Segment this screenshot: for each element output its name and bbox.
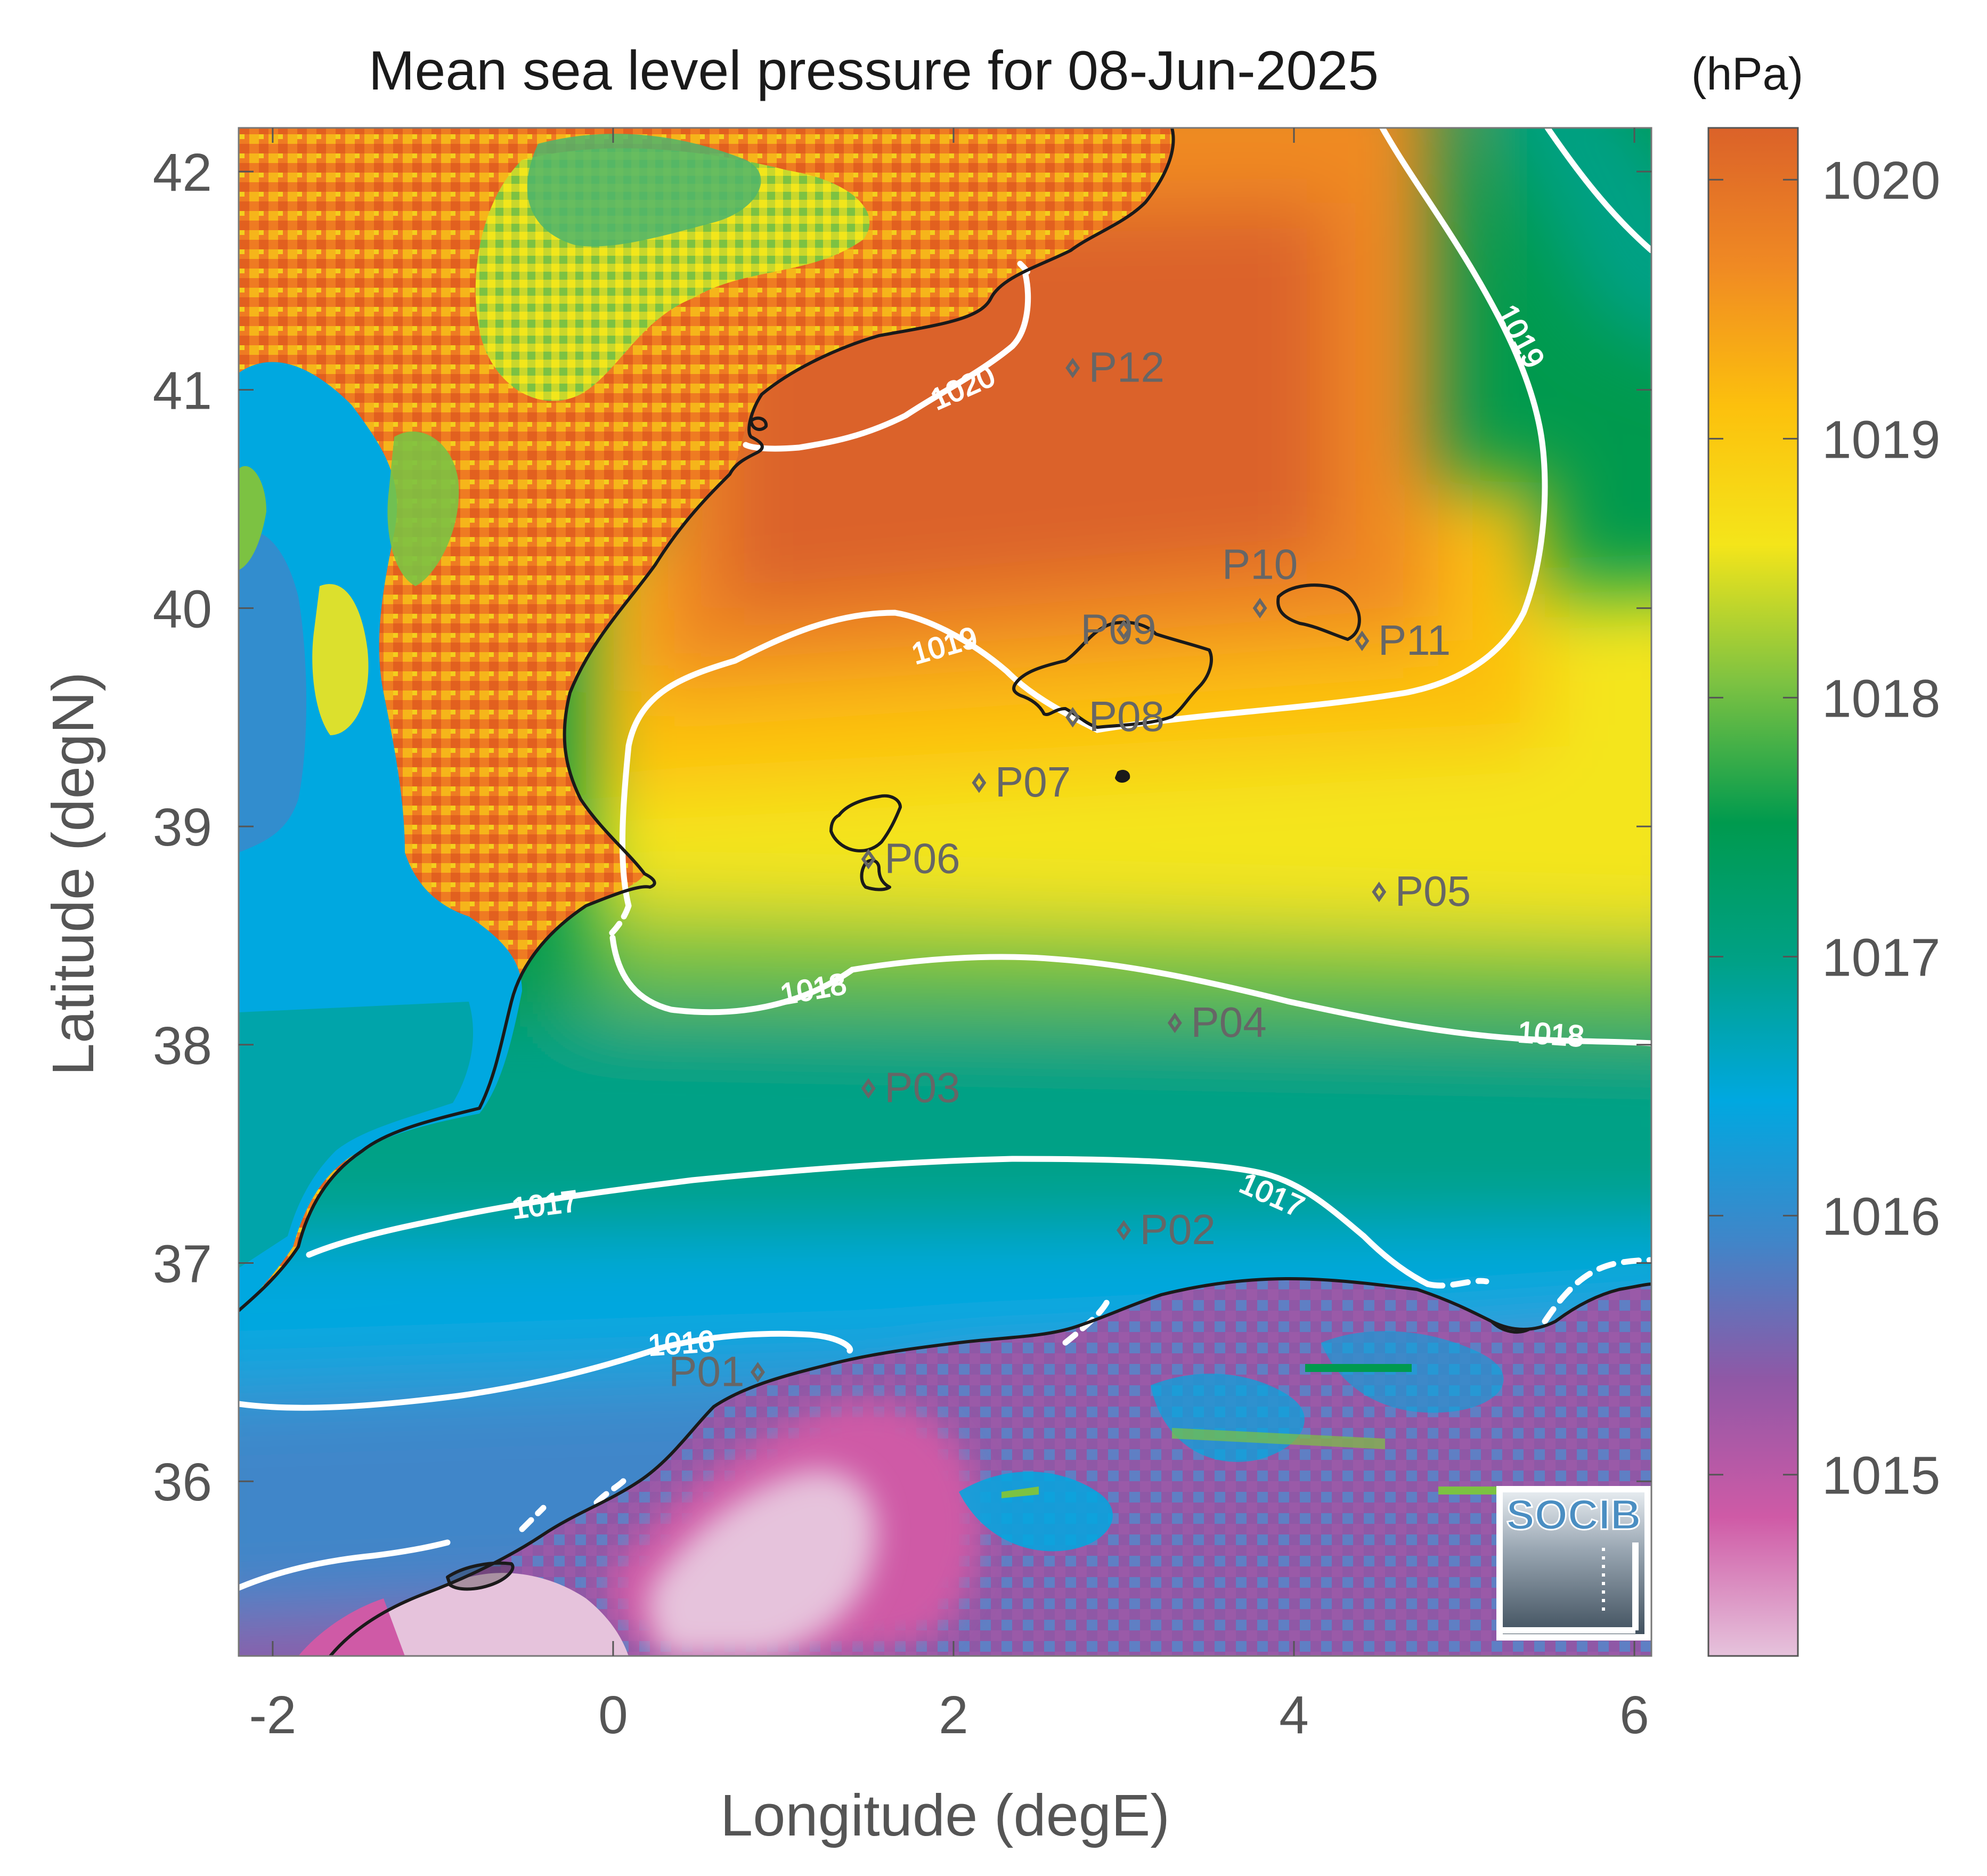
station-label: P05 [1395, 867, 1471, 915]
x-axis: -2 0 2 4 6 [249, 128, 1649, 1745]
pressure-field: 1020 1019 1019 1018 1018 1017 1017 1016 … [239, 128, 1651, 1656]
station-marker: P10 [1222, 540, 1298, 619]
station-marker: P02 [1117, 1206, 1216, 1253]
socib-logo: SOCIB [1496, 1486, 1651, 1641]
station-label: P09 [1080, 605, 1156, 653]
station-marker: P03 [861, 1064, 960, 1111]
station-diamond-icon [861, 1078, 876, 1099]
station-label: P03 [884, 1064, 960, 1111]
isobar-1017-dash [1424, 1257, 1651, 1325]
isobar-1019-dash [604, 903, 632, 941]
x-tick-label: 6 [1619, 1685, 1649, 1745]
y-tick-label: 41 [153, 361, 212, 421]
station-diamond-icon [1167, 1012, 1182, 1034]
station-diamond-icon [1065, 358, 1080, 378]
stations-layer: P01 P02 P03 P04 P05 P06 P07 P08 P09 P10 P11 P12 [669, 344, 1471, 1395]
isobar-1020 [743, 271, 1031, 452]
colorbar-ticks: 1020 1019 1018 1017 1016 1015 [1708, 151, 1940, 1506]
colorbar-tick-label: 1020 [1822, 151, 1940, 210]
x-tick-label: 2 [939, 1685, 968, 1745]
colorbar-tick-label: 1016 [1822, 1187, 1940, 1247]
y-tick-label: 40 [153, 579, 212, 639]
y-axis-label: Latitude (degN) [40, 672, 106, 1076]
station-diamond-icon [861, 849, 876, 870]
station-label: P07 [995, 758, 1071, 806]
x-tick-label: 0 [598, 1685, 628, 1745]
isobar-1017 [306, 1156, 1431, 1287]
station-label: P01 [669, 1347, 744, 1395]
station-label: P04 [1191, 998, 1266, 1046]
isobar-north-right [1544, 128, 1651, 254]
map-title: Mean sea level pressure for 08-Jun-2025 [369, 40, 1379, 102]
station-marker: P06 [861, 835, 960, 882]
station-label: P02 [1139, 1206, 1215, 1253]
x-tick-label: -2 [249, 1685, 296, 1745]
colorbar-tick-label: 1019 [1822, 410, 1940, 469]
station-label: P06 [884, 835, 960, 882]
colorbar-tick-label: 1017 [1822, 928, 1940, 988]
y-tick-label: 36 [153, 1452, 212, 1512]
colorbar-unit: (hPa) [1691, 48, 1803, 100]
isobar-1018 [609, 935, 1651, 1046]
station-label: P10 [1222, 540, 1298, 588]
station-diamond-icon [1065, 706, 1080, 728]
isobar-contours [239, 128, 1651, 1591]
isobar-1015 [239, 1539, 451, 1591]
colorbar-tick-label: 1015 [1822, 1446, 1940, 1506]
isobar-1016 [239, 1330, 853, 1411]
colorbar-gradient [1707, 127, 1799, 1657]
x-axis-label: Longitude (degE) [720, 1783, 1170, 1848]
socib-logo-text: SOCIB [1506, 1491, 1641, 1538]
isobar-1016-dash [519, 1297, 1111, 1532]
x-tick-label: 4 [1279, 1685, 1309, 1745]
station-diamond-icon [972, 772, 987, 793]
iberia-land [239, 128, 1174, 1311]
y-axis: 42 41 40 39 38 37 36 [153, 143, 1651, 1512]
plot-frame [238, 127, 1652, 1657]
y-tick-label: 39 [153, 798, 212, 857]
station-diamond-icon [1252, 598, 1267, 619]
station-diamond-icon [1117, 620, 1131, 640]
station-marker: P09 [1080, 605, 1156, 653]
isobar-label: 1016 [647, 1324, 715, 1362]
station-marker: P07 [972, 758, 1071, 806]
station-marker: P04 [1167, 998, 1267, 1046]
station-marker: P11 [1355, 616, 1451, 664]
coastline [239, 128, 1651, 1656]
y-tick-label: 38 [153, 1016, 212, 1076]
station-marker: P12 [1065, 344, 1164, 391]
station-marker: P08 [1065, 693, 1164, 740]
colorbar: (hPa) 1020 1019 1018 1017 1016 1015 [1691, 48, 1940, 1657]
station-label: P12 [1089, 344, 1164, 391]
station-diamond-icon [1117, 1220, 1131, 1241]
station-marker: P05 [1372, 867, 1471, 915]
station-label: P08 [1089, 693, 1164, 740]
y-tick-label: 37 [153, 1235, 212, 1294]
isobar-1019-main [619, 128, 1548, 909]
station-diamond-icon [1372, 881, 1387, 903]
isobar-label: 1018 [1517, 1015, 1585, 1053]
station-diamond-icon [751, 1362, 765, 1383]
isobar-label: 1017 [510, 1184, 580, 1225]
colorbar-tick-label: 1018 [1822, 669, 1940, 728]
north-africa-land [239, 1279, 1651, 1656]
station-label: P11 [1378, 616, 1451, 664]
y-tick-label: 42 [153, 143, 212, 202]
station-diamond-icon [1355, 630, 1370, 652]
station-marker: P01 [669, 1347, 765, 1395]
